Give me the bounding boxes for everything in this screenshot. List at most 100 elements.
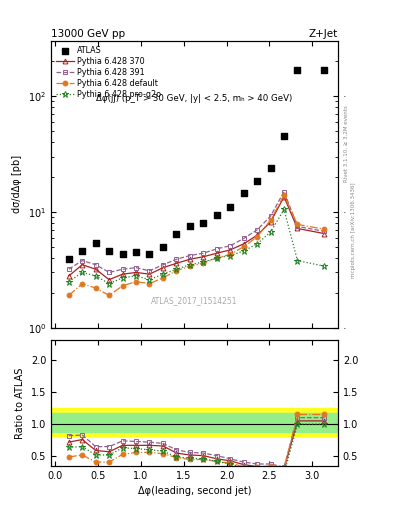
Pythia 6.428 391 bbox=[282, 188, 286, 195]
Pythia 6.428 pro-q2o bbox=[161, 271, 165, 277]
Pythia 6.428 391 bbox=[147, 268, 152, 274]
Pythia 6.428 default bbox=[228, 251, 233, 258]
Pythia 6.428 pro-q2o bbox=[282, 206, 286, 212]
Pythia 6.428 pro-q2o bbox=[80, 269, 84, 275]
Line: Pythia 6.428 391: Pythia 6.428 391 bbox=[66, 189, 327, 275]
Pythia 6.428 370 bbox=[241, 241, 246, 247]
Pythia 6.428 pro-q2o bbox=[228, 252, 233, 259]
Pythia 6.428 default bbox=[107, 292, 112, 298]
ATLAS bbox=[281, 132, 287, 140]
ATLAS bbox=[119, 250, 126, 259]
ATLAS bbox=[160, 243, 166, 251]
ATLAS bbox=[268, 164, 274, 172]
Pythia 6.428 default bbox=[187, 263, 192, 269]
ATLAS bbox=[241, 189, 247, 197]
Pythia 6.428 default bbox=[255, 233, 259, 240]
Pythia 6.428 391 bbox=[268, 213, 273, 219]
ATLAS bbox=[173, 229, 180, 238]
Pythia 6.428 391 bbox=[66, 266, 71, 272]
Pythia 6.428 370 bbox=[201, 253, 206, 260]
ATLAS bbox=[93, 239, 99, 247]
Y-axis label: Ratio to ATLAS: Ratio to ATLAS bbox=[15, 368, 25, 439]
Pythia 6.428 370 bbox=[295, 225, 300, 231]
Pythia 6.428 pro-q2o bbox=[187, 262, 192, 268]
Pythia 6.428 370 bbox=[322, 230, 327, 237]
ATLAS bbox=[321, 66, 327, 74]
Pythia 6.428 default bbox=[80, 281, 84, 287]
Pythia 6.428 391 bbox=[161, 262, 165, 268]
Pythia 6.428 370 bbox=[147, 271, 152, 277]
Pythia 6.428 391 bbox=[241, 236, 246, 242]
Pythia 6.428 370 bbox=[268, 219, 273, 225]
Pythia 6.428 default bbox=[241, 244, 246, 250]
Pythia 6.428 default bbox=[268, 217, 273, 223]
ATLAS bbox=[106, 247, 112, 255]
ATLAS bbox=[214, 210, 220, 219]
Pythia 6.428 pro-q2o bbox=[147, 276, 152, 283]
Bar bbox=[51, 413, 338, 432]
ATLAS bbox=[66, 255, 72, 263]
ATLAS bbox=[187, 222, 193, 230]
Pythia 6.428 default bbox=[94, 285, 98, 291]
Pythia 6.428 pro-q2o bbox=[295, 258, 300, 264]
Text: mcplots.cern.ch [arXiv:1306.3436]: mcplots.cern.ch [arXiv:1306.3436] bbox=[351, 183, 356, 278]
Pythia 6.428 pro-q2o bbox=[134, 273, 138, 279]
Pythia 6.428 default bbox=[134, 279, 138, 285]
Y-axis label: dσ/dΔφ [pb]: dσ/dΔφ [pb] bbox=[12, 155, 22, 214]
ATLAS bbox=[146, 250, 152, 259]
Pythia 6.428 391 bbox=[94, 262, 98, 268]
ATLAS bbox=[200, 219, 206, 227]
Legend: ATLAS, Pythia 6.428 370, Pythia 6.428 391, Pythia 6.428 default, Pythia 6.428 pr: ATLAS, Pythia 6.428 370, Pythia 6.428 39… bbox=[53, 44, 163, 101]
Line: Pythia 6.428 370: Pythia 6.428 370 bbox=[66, 195, 327, 282]
Pythia 6.428 pro-q2o bbox=[120, 274, 125, 281]
Line: Pythia 6.428 default: Pythia 6.428 default bbox=[66, 193, 327, 298]
Pythia 6.428 370 bbox=[80, 262, 84, 268]
Pythia 6.428 391 bbox=[187, 252, 192, 259]
Pythia 6.428 391 bbox=[295, 223, 300, 229]
Text: Δφ(jj) (p_T > 30 GeV, |y| < 2.5, mₕ > 40 GeV): Δφ(jj) (p_T > 30 GeV, |y| < 2.5, mₕ > 40… bbox=[96, 94, 293, 103]
Text: ATLAS_2017_I1514251: ATLAS_2017_I1514251 bbox=[151, 296, 238, 305]
Pythia 6.428 391 bbox=[201, 250, 206, 257]
Pythia 6.428 default bbox=[147, 281, 152, 287]
Pythia 6.428 391 bbox=[322, 228, 327, 234]
Pythia 6.428 pro-q2o bbox=[66, 279, 71, 285]
Pythia 6.428 pro-q2o bbox=[215, 255, 219, 261]
Pythia 6.428 391 bbox=[174, 256, 179, 262]
Pythia 6.428 370 bbox=[282, 194, 286, 200]
Pythia 6.428 370 bbox=[215, 250, 219, 257]
Pythia 6.428 391 bbox=[107, 269, 112, 275]
Pythia 6.428 391 bbox=[120, 266, 125, 272]
Pythia 6.428 default bbox=[295, 221, 300, 227]
Line: Pythia 6.428 pro-q2o: Pythia 6.428 pro-q2o bbox=[65, 206, 328, 287]
Pythia 6.428 391 bbox=[134, 265, 138, 271]
Pythia 6.428 pro-q2o bbox=[201, 259, 206, 265]
Pythia 6.428 default bbox=[322, 226, 327, 232]
Pythia 6.428 default bbox=[215, 255, 219, 261]
Text: 13000 GeV pp: 13000 GeV pp bbox=[51, 29, 125, 39]
Pythia 6.428 default bbox=[282, 192, 286, 198]
ATLAS bbox=[79, 247, 85, 255]
Pythia 6.428 pro-q2o bbox=[107, 281, 112, 287]
Pythia 6.428 370 bbox=[134, 269, 138, 275]
Pythia 6.428 default bbox=[174, 268, 179, 274]
Pythia 6.428 370 bbox=[255, 232, 259, 238]
Pythia 6.428 391 bbox=[80, 258, 84, 264]
Pythia 6.428 pro-q2o bbox=[322, 263, 327, 269]
Pythia 6.428 370 bbox=[120, 271, 125, 277]
Pythia 6.428 370 bbox=[94, 266, 98, 272]
Pythia 6.428 default bbox=[201, 260, 206, 266]
Pythia 6.428 pro-q2o bbox=[94, 273, 98, 279]
Pythia 6.428 391 bbox=[228, 243, 233, 249]
Pythia 6.428 370 bbox=[66, 273, 71, 279]
ATLAS bbox=[227, 203, 233, 211]
ATLAS bbox=[254, 177, 260, 185]
Text: Rivet 3.1.10, ≥ 3.2M events: Rivet 3.1.10, ≥ 3.2M events bbox=[344, 105, 349, 182]
X-axis label: Δφ(leading, second jet): Δφ(leading, second jet) bbox=[138, 486, 251, 496]
Pythia 6.428 default bbox=[66, 292, 71, 298]
Bar bbox=[51, 408, 338, 436]
Pythia 6.428 391 bbox=[255, 227, 259, 233]
Pythia 6.428 pro-q2o bbox=[255, 241, 259, 247]
ATLAS bbox=[294, 66, 301, 74]
Pythia 6.428 391 bbox=[215, 246, 219, 252]
Pythia 6.428 370 bbox=[107, 276, 112, 283]
